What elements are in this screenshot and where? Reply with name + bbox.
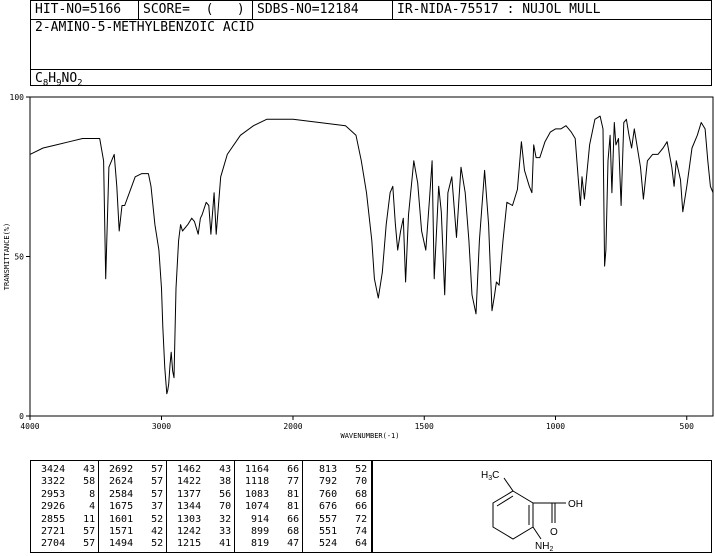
amine-label: NH2 (535, 541, 553, 552)
score: SCORE= ( ) (139, 1, 253, 19)
peak-column: 813 52 792 70 760 68 676 66 557 72 551 7… (319, 464, 368, 550)
x-axis-label: WAVENUMBER(-1) (340, 432, 399, 440)
y-axis-label: TRANSMITTANCE(%) (3, 223, 11, 290)
peak-column: 1164 66 1118 77 1083 81 1074 81 914 66 8… (235, 461, 303, 552)
methyl-bond (503, 477, 514, 492)
ring-double-bond (496, 495, 514, 507)
molecular-formula: C8H9NO2 (35, 71, 83, 89)
y-tick-label: 50 (14, 253, 24, 262)
x-tick-label: 1000 (546, 422, 565, 431)
ir-info: IR-NIDA-75517 : NUJOL MULL (397, 2, 601, 17)
y-tick-label: 100 (10, 93, 25, 102)
peak-column: 3424 43 3322 58 2953 8 2926 4 2855 11 27… (31, 461, 99, 552)
hit-no: HIT-NO=5166 (31, 1, 139, 19)
peak-column: 1462 43 1422 38 1377 56 1344 70 1303 32 … (167, 461, 235, 552)
x-tick-label: 4000 (20, 422, 39, 431)
molecule-structure: H3C OH O NH2 (481, 470, 583, 553)
compound-name: 2-AMINO-5-METHYLBENZOIC ACID (35, 20, 255, 35)
amine-bond (532, 526, 542, 540)
methyl-label: H3C (481, 470, 499, 482)
peak-table: 3424 43 3322 58 2953 8 2926 4 2855 11 27… (30, 460, 372, 553)
sdbs-no: SDBS-NO=12184 (253, 1, 393, 19)
oxygen-label: O (550, 527, 558, 538)
x-tick-label: 2000 (283, 422, 302, 431)
x-tick-label: 500 (680, 422, 695, 431)
y-tick-label: 0 (19, 412, 24, 421)
header-row: HIT-NO=5166 SCORE= ( ) SDBS-NO=12184 IR-… (31, 1, 711, 20)
peak-column: 2692 57 2624 57 2584 57 1675 37 1601 52 … (99, 461, 167, 552)
structure-panel: H3C OH O NH2 (372, 460, 712, 553)
spectrum-header: HIT-NO=5166 SCORE= ( ) SDBS-NO=12184 IR-… (30, 0, 712, 89)
formula-divider (31, 69, 711, 70)
hydroxyl-label: OH (568, 499, 583, 510)
ir-spectrum-chart: 4000 3000 2000 1500 1000 500 0 50 100 WAVENUMBER(… (3, 93, 714, 440)
spectrum-line (29, 115, 714, 395)
x-tick-label: 1500 (415, 422, 434, 431)
benzene-ring (492, 490, 534, 540)
x-tick-label: 3000 (152, 422, 171, 431)
